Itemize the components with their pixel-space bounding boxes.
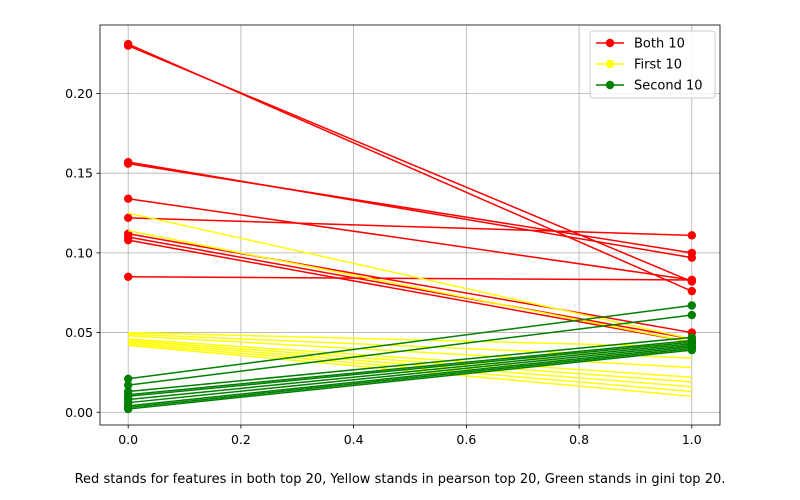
legend-item: Second 10 [596,79,703,94]
series-second-10 [123,301,697,414]
series-layer [123,39,697,414]
data-point [123,213,133,223]
series-line [128,339,692,383]
legend-marker [605,80,615,90]
series-line [128,344,692,398]
series-line [128,331,692,348]
data-point [687,286,697,296]
x-tick-label: 0.6 [456,432,476,447]
series-line [128,217,692,237]
x-tick-label: 1.0 [682,432,702,447]
series-line [128,314,692,386]
y-tick-label: 0.10 [65,245,93,260]
data-point [687,345,697,355]
legend-marker [605,38,615,48]
series-line [128,233,692,334]
data-point [123,159,133,168]
legend-marker [605,59,615,69]
y-tick-label: 0.20 [65,86,93,101]
series-first-10 [128,212,692,398]
legend-item: Both 10 [596,37,685,52]
data-point [123,374,133,383]
data-point [123,404,133,414]
legend-label: First 10 [634,58,682,73]
data-point [123,194,133,203]
chart-caption: Red stands for features in both top 20, … [74,472,726,487]
data-point [687,310,697,320]
legend-box [589,30,716,99]
data-point [687,231,697,240]
legend-label: Both 10 [634,37,685,52]
y-tick-label: 0.15 [65,166,93,181]
data-point [123,380,133,390]
x-tick-label: 0.0 [118,432,138,447]
x-tick-label: 0.2 [231,432,251,447]
series-line [128,304,692,380]
plot-frame [99,24,721,426]
y-tick-label: 0.00 [65,405,93,420]
series-line [128,239,692,343]
axes: 0.0 0.2 0.4 0.6 0.8 1.0 0.00 0.05 0.10 0.15 0.20 [65,24,721,447]
x-tick-label: 0.4 [344,432,364,447]
series-line [128,339,692,396]
series-line [128,276,692,281]
series-line [128,162,692,254]
series-line [128,212,692,340]
series-line [128,347,692,409]
series-line [128,342,692,401]
series-line [128,335,692,369]
legend: Both 10 First 10 Second 10 [589,30,716,99]
series-line [128,336,692,393]
series-line [128,236,692,340]
data-point [123,235,133,245]
data-point [687,301,697,310]
series-line [128,341,692,398]
series-line [128,333,692,359]
series-line [128,338,692,378]
data-point [687,275,697,285]
series-line [128,346,692,407]
series-both-10 [123,39,697,347]
series-line [128,344,692,404]
data-point [123,272,133,281]
legend-label: Second 10 [634,79,703,94]
series-line [128,229,692,343]
series-line [128,349,692,410]
legend-item: First 10 [596,58,682,73]
series-line [128,197,692,281]
data-point [123,41,133,50]
x-tick-label: 0.8 [569,432,589,447]
data-point [687,248,697,258]
y-tick-label: 0.05 [65,325,93,340]
